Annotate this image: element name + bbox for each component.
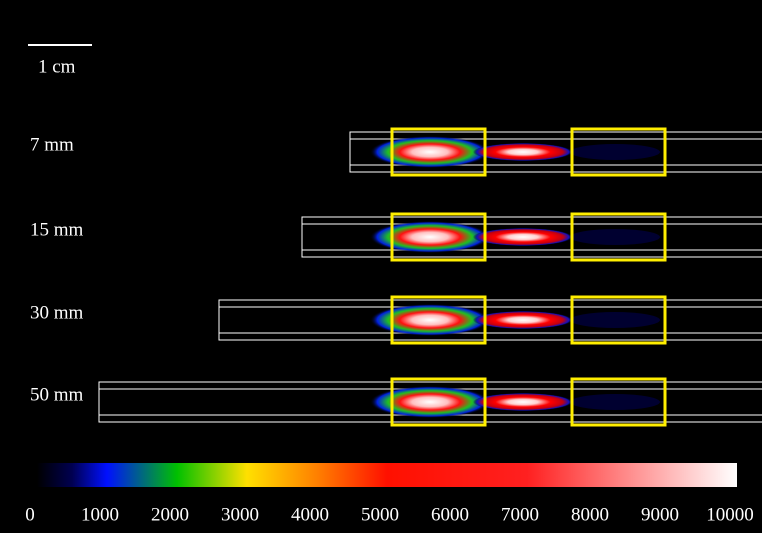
row-label: 7 mm [30,134,74,155]
colorbar-tick-label: 9000 [641,504,679,525]
roi-box [390,295,487,345]
colorbar-tick-label: 5000 [361,504,399,525]
tube-inner [301,223,762,251]
roi-box [390,212,487,262]
heat-faint [570,394,660,410]
row-label: 50 mm [30,384,84,405]
heat-faint [570,144,660,160]
heat-core [473,311,573,329]
colorbar-tick-label: 0 [25,504,35,525]
heat-faint [570,229,660,245]
heat-glow [370,136,490,168]
heat-glow [370,304,490,336]
colorbar-tick-label: 10000 [706,504,754,525]
colorbar-tick-label: 1000 [81,504,119,525]
rows: 7 mm 15 mm 30 mm 50 mm [30,127,762,427]
roi-box [570,295,667,345]
colorbar-tick-label: 7000 [501,504,539,525]
tube-inner [349,138,762,166]
heat-core [473,228,573,246]
heat-faint [570,312,660,328]
colorbar-tick-label: 6000 [431,504,469,525]
heat-core [473,393,573,411]
row-label: 30 mm [30,302,84,323]
colorbar-ticks: 0 1000 2000 3000 4000 5000 6000 7000 8000 9000 100… [25,504,754,525]
heat-glow [370,386,490,418]
colorbar-tick-label: 4000 [291,504,329,525]
roi-box [570,212,667,262]
colorbar [37,463,737,487]
heat-core [473,143,573,161]
colorbar-tick-label: 8000 [571,504,609,525]
tube-inner [218,306,762,334]
roi-box [570,377,667,427]
roi-box [570,127,667,177]
scale-label: 1 cm [38,56,76,77]
roi-box [390,127,487,177]
colorbar-tick-label: 3000 [221,504,259,525]
row-label: 15 mm [30,219,84,240]
heat-glow [370,221,490,253]
roi-box [390,377,487,427]
colorbar-tick-label: 2000 [151,504,189,525]
